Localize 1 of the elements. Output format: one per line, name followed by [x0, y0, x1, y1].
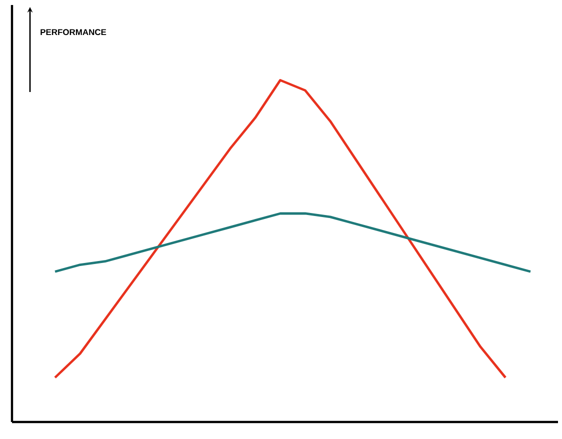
text: PERFORMANCE — [40, 29, 106, 36]
